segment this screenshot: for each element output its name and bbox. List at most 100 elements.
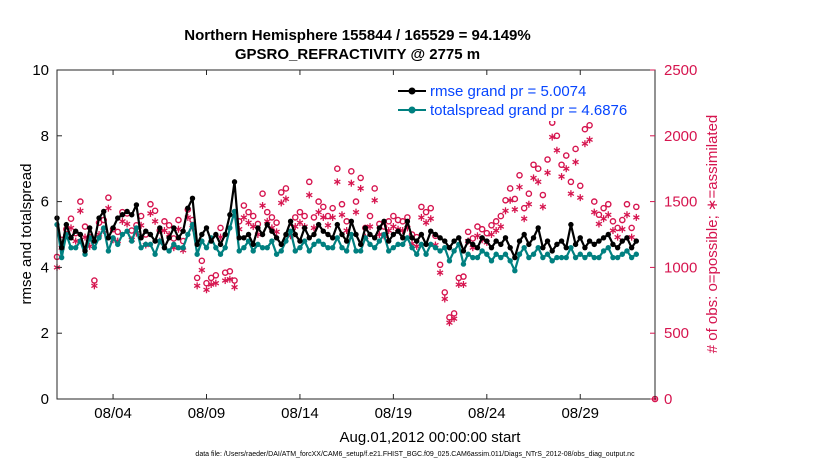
obs-possible-marker [633,203,640,211]
obs-possible-marker [319,203,327,211]
obs-possible-marker [305,178,313,186]
rmse-point [390,231,397,238]
rmse-point [343,238,350,244]
obs-possible-marker [193,274,201,282]
rmse-point [488,244,495,251]
obs-possible-marker [558,161,565,169]
obs-assimilated-marker [161,227,168,235]
rmse-point [180,228,186,234]
obs-possible-marker [511,195,519,203]
x-axis-label: Aug.01,2012 00:00:00 start [340,429,522,446]
rmse-point [222,231,228,238]
spread-point [516,251,523,257]
obs-assimilated-marker [333,178,341,186]
spread-point [147,241,154,248]
obs-possible-marker [460,273,467,280]
y-tick-label: 0 [41,391,49,408]
spread-point [479,248,485,254]
legend-box [396,83,654,121]
rmse-point [502,235,509,241]
obs-assimilated-marker [595,220,603,228]
spread-point [432,244,439,251]
spread-point [329,244,336,251]
spread-point [470,254,476,261]
rmse-point [376,225,383,231]
obs-possible-marker [114,228,122,236]
rmse-point [456,235,462,241]
obs-assimilated-marker [371,196,379,204]
rmse-point [362,225,369,231]
rmse-point [175,235,182,241]
spread-point [577,251,583,257]
spread-point [474,254,481,261]
obs-assimilated-marker [207,281,215,289]
spread-point [460,261,467,267]
spread-point [115,241,121,248]
obs-assimilated-marker [193,282,201,290]
spread-point [540,254,546,261]
rmse-point [563,244,569,251]
obs-assimilated-marker [525,200,533,208]
spread-point [227,225,233,231]
rmse-point [460,248,467,254]
rmse-point [367,231,373,238]
obs-assimilated-marker [544,169,551,177]
rmse-point [428,228,434,234]
spread-point [68,244,74,251]
rmse-point [530,235,537,241]
spread-point [390,244,397,251]
obs-assimilated-marker [502,207,509,215]
rmse-point [526,241,532,248]
obs-possible-marker [77,198,84,205]
spread-point [414,251,420,257]
spread-point [297,244,303,251]
obs-possible-marker [618,216,626,224]
spread-point [241,244,247,251]
obs-assimilated-marker [530,174,537,182]
obs-assimilated-marker [474,232,481,240]
spread-point [614,254,621,261]
rmse-point [231,179,238,185]
legend: rmse grand pr = 5.0074 totalspread grand… [396,83,654,121]
rmse-point [58,244,65,251]
spread-point [376,238,383,244]
obs-assimilated-marker [446,319,453,327]
rmse-point [554,241,560,248]
rmse-point [470,241,476,248]
chart-title: Northern Hemisphere 155844 / 165529 = 94… [184,27,531,44]
spread-point [549,258,555,264]
obs-possible-marker [249,212,257,220]
rmse-point [628,244,635,251]
obs-assimilated-marker [600,215,607,223]
spread-point [343,248,350,254]
rmse-point [446,244,453,251]
spread-point [171,241,177,248]
spread-point [423,251,429,257]
obs-assimilated-marker [151,217,159,225]
spread-point [306,248,312,254]
rmse-point [400,235,406,241]
obs-assimilated-marker [212,279,220,287]
spread-point [596,254,602,261]
obs-possible-marker [520,204,528,212]
rmse-point [273,235,280,241]
spread-point [586,251,593,257]
rmse-point [619,238,625,244]
rmse-point [68,235,74,241]
rmse-point [133,202,140,208]
rmse-point [287,218,294,225]
obs-possible-marker [422,208,430,216]
spread-point [213,244,219,251]
rmse-point [582,244,588,251]
rmse-point [138,235,144,241]
obs-assimilated-marker [231,283,238,291]
rmse-point [371,235,378,241]
spread-point [572,254,579,261]
rmse-point [199,231,205,238]
spread-point [554,254,560,261]
rmse-point [306,235,312,241]
rmse-point [418,231,425,238]
rmse-point [185,205,191,211]
obs-assimilated-marker [422,219,430,227]
